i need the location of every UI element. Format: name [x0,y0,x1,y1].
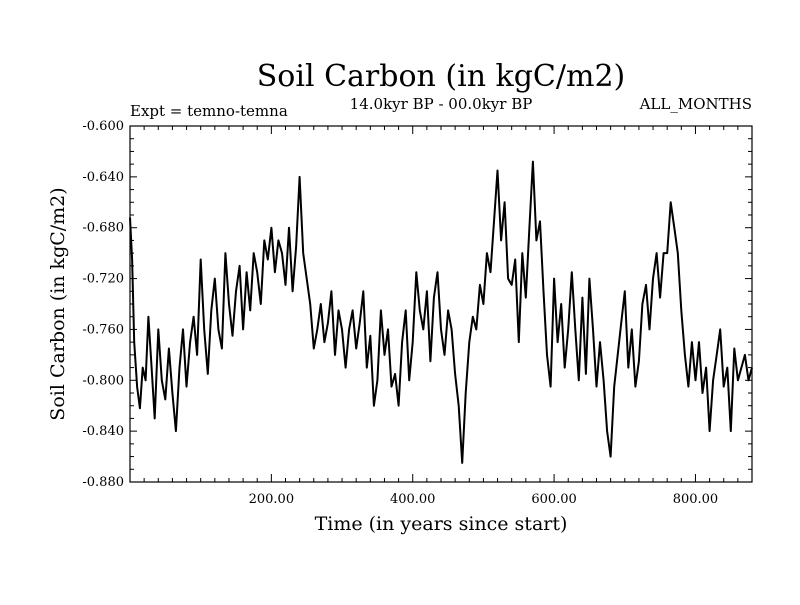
y-tick-label: -0.720 [82,272,124,287]
series-layer [129,160,753,464]
x-tick-label: 600.00 [531,492,577,507]
chart-title: Soil Carbon (in kgC/m2) [257,59,625,94]
y-tick-label: -0.680 [82,221,124,236]
x-tick-label: 200.00 [249,492,295,507]
y-tick-label: -0.600 [82,119,124,134]
y-axis-label: Soil Carbon (in kgC/m2) [47,187,69,420]
series-line-soil-carbon [129,160,753,464]
subtitle-center: 14.0kyr BP - 00.0kyr BP [350,95,533,113]
y-tick-label: -0.640 [82,170,124,185]
x-tick-label: 400.00 [390,492,436,507]
x-axis-label: Time (in years since start) [315,513,568,535]
y-tick-label: -0.880 [82,475,124,490]
y-tick-label: -0.800 [82,373,124,388]
subtitle-right: ALL_MONTHS [639,95,752,113]
y-tick-label: -0.840 [82,424,124,439]
ticks: -0.600 -0.640 -0.680 -0.720 -0.760 -0.800 -0.8… [82,119,752,507]
y-tick-label: -0.760 [82,322,124,337]
subtitle-left: Expt = temno-temna [130,102,288,120]
x-tick-label: 800.00 [673,492,719,507]
